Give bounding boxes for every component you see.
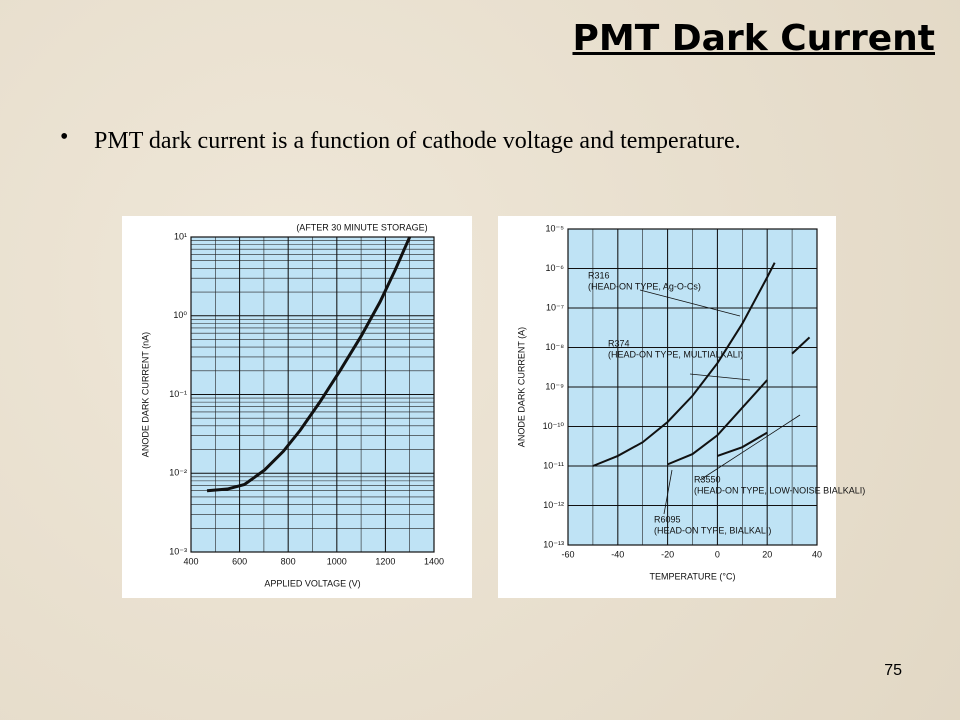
x-tick-label: 40 [812,549,822,559]
slide-title: PMT Dark Current [572,18,935,59]
x-tick-label: 1200 [375,556,395,566]
series-label: R6095 [654,514,681,524]
series-label: R3550 [694,474,721,484]
y-tick-label: 10⁻¹³ [543,539,564,549]
y-tick-label: 10⁻⁶ [546,263,565,273]
data-line [592,262,776,467]
leader-line [639,289,741,317]
y-tick-label: 10⁰ [173,310,187,320]
y-tick-label: 10⁻¹² [543,500,564,510]
x-tick-label: 800 [281,556,296,566]
x-tick-label: -20 [661,549,674,559]
y-tick-label: 10⁻³ [169,546,187,556]
series-description: (HEAD-ON TYPE, MULTIALKALI) [608,349,743,359]
y-tick-label: 10⁻⁸ [545,342,564,352]
y-tick-label: 10⁻⁵ [546,223,565,233]
x-tick-label: 20 [762,549,772,559]
leader-line [699,414,801,481]
data-line [206,236,412,493]
annotation: (AFTER 30 MINUTE STORAGE) [296,222,427,232]
y-axis-label: ANODE DARK CURRENT (nA) [140,332,150,457]
x-tick-label: 1400 [424,556,444,566]
x-tick-label: -40 [611,549,624,559]
y-tick-label: 10⁻¹⁰ [543,421,565,431]
y-tick-label: 10⁻¹¹ [543,460,564,470]
page-number: 75 [884,662,902,679]
leader-line [689,373,751,381]
x-tick-label: 0 [715,549,720,559]
data-line [667,336,811,466]
x-axis-label: TEMPERATURE (°C) [650,571,736,581]
y-tick-label: 10⁻⁹ [545,381,564,391]
leader-line [663,469,673,515]
y-axis-label: ANODE DARK CURRENT (A) [516,327,526,447]
x-axis-label: APPLIED VOLTAGE (V) [264,578,360,588]
x-tick-label: -60 [561,549,574,559]
x-tick-label: 1000 [327,556,347,566]
series-description: (HEAD-ON TYPE, LOW-NOISE BIALKALI) [694,485,865,495]
plot-frame [567,228,818,546]
series-description: (HEAD-ON TYPE, BIALKALI) [654,525,771,535]
bullet-text: PMT dark current is a function of cathod… [94,128,741,154]
x-tick-label: 400 [183,556,198,566]
y-tick-label: 10⁻¹ [169,389,187,399]
y-tick-label: 10¹ [174,231,187,241]
bullet-dot: • [60,124,69,150]
x-tick-label: 600 [232,556,247,566]
y-tick-label: 10⁻² [169,468,187,478]
series-description: (HEAD-ON TYPE, Ag-O-Cs) [588,281,701,291]
plot-frame [190,236,435,553]
y-tick-label: 10⁻⁷ [546,302,564,312]
series-label: R374 [608,338,630,348]
series-label: R316 [588,270,610,280]
